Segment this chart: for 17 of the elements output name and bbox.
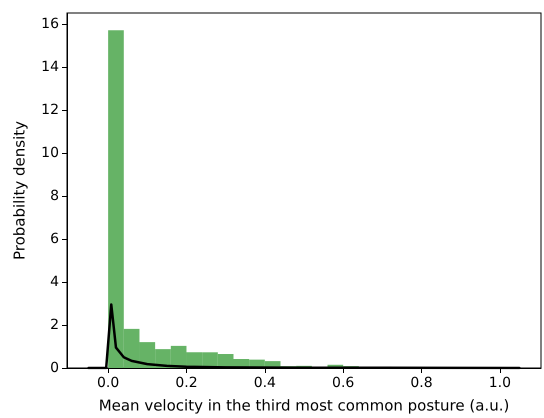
x-axis-title: Mean velocity in the third most common posture (a.u.) [98,396,510,414]
x-tick-label: 0.2 [175,375,198,391]
y-tick-label: 0 [50,360,59,376]
x-tick-label: 1.0 [488,375,511,391]
x-tick-label: 0.0 [97,375,120,391]
x-tick-label: 0.4 [254,375,276,391]
x-tick-label: 0.8 [410,375,433,391]
y-tick-label: 10 [41,144,59,161]
y-tick-label: 12 [41,102,59,118]
y-axis-title: Probability density [10,120,28,260]
y-tick-label: 4 [50,274,60,290]
y-tick-label: 2 [50,316,59,333]
y-tick-label: 6 [50,230,60,247]
y-tick-label: 16 [41,16,60,32]
y-tick-label: 14 [41,58,60,75]
y-tick-label: 8 [50,188,59,204]
x-tick-label: 0.6 [332,375,354,391]
